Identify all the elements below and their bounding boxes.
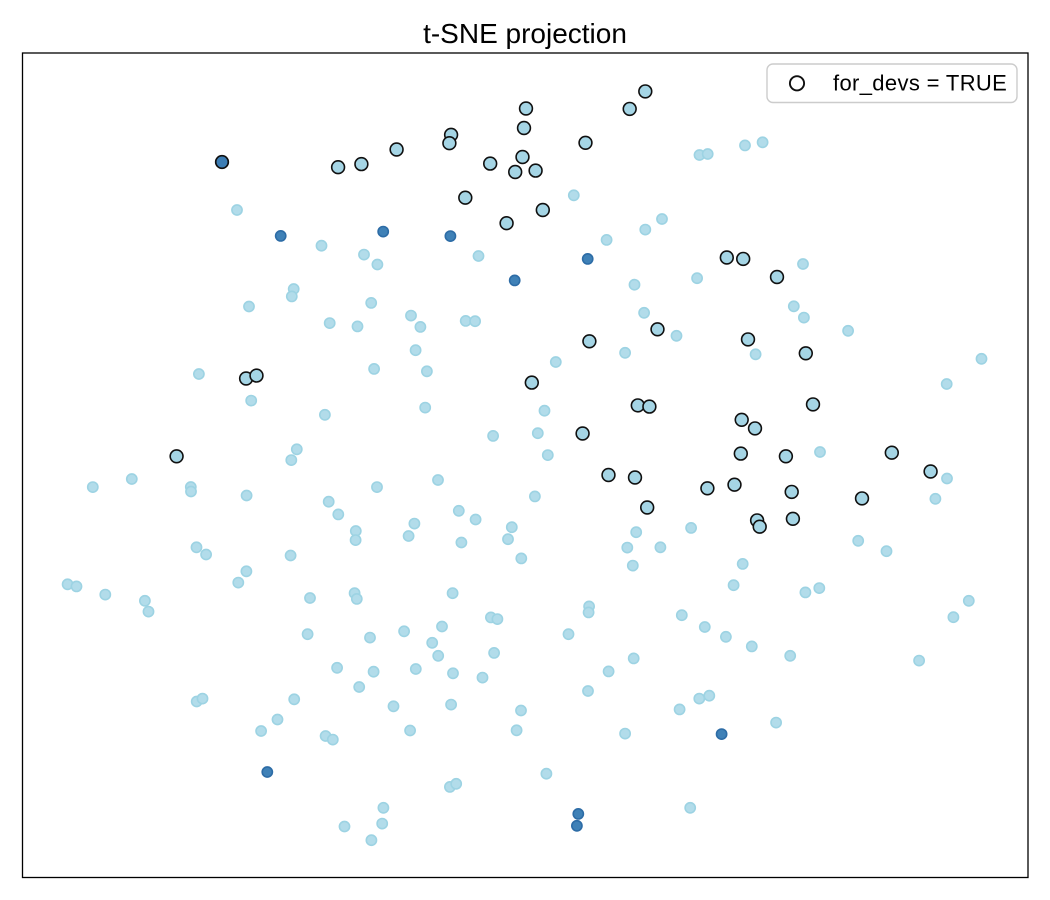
svg-text:for_devs = TRUE: for_devs = TRUE — [833, 71, 1007, 96]
svg-text:t-SNE projection: t-SNE projection — [423, 18, 627, 49]
